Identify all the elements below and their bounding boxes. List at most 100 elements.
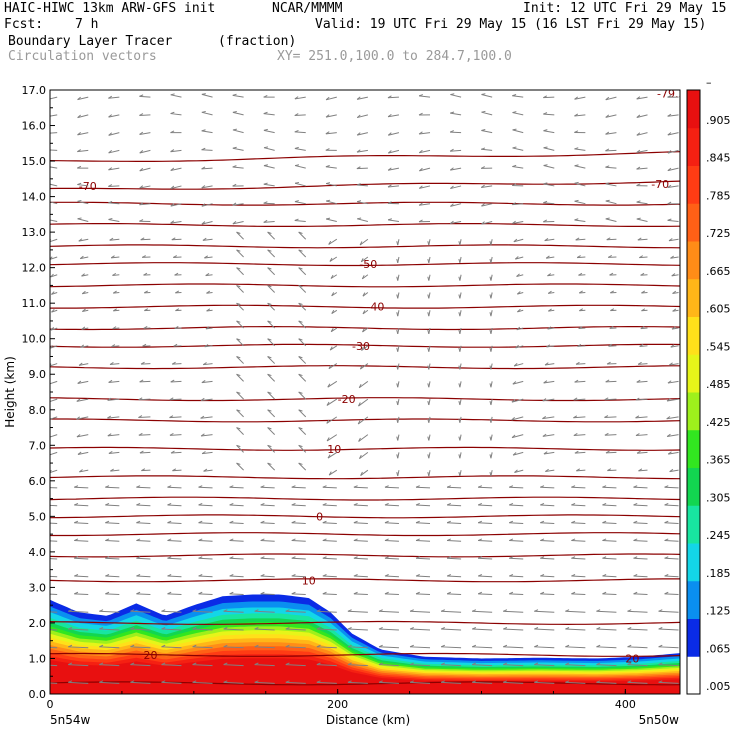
circulation-vector — [50, 398, 58, 403]
circulation-vector-head — [489, 312, 492, 317]
circulation-vector-head — [298, 302, 303, 306]
circulation-vector — [198, 575, 213, 578]
circulation-vector — [130, 646, 151, 649]
circulation-vector — [516, 274, 524, 278]
circulation-vector-head — [74, 502, 79, 506]
circulation-vector — [267, 409, 276, 418]
circulation-vector — [167, 557, 182, 560]
circulation-vector — [450, 167, 462, 171]
circulation-vector — [50, 149, 58, 151]
circulation-vector — [50, 96, 58, 100]
circulation-vector-head — [232, 110, 237, 113]
circulation-vector-head — [328, 471, 332, 476]
circulation-vector — [267, 373, 276, 382]
circulation-vector — [515, 345, 524, 349]
circulation-vector — [229, 557, 244, 560]
circulation-vector — [328, 469, 338, 476]
circulation-vector — [542, 398, 555, 402]
circulation-vector-head — [99, 609, 104, 612]
circulation-vector-head — [640, 326, 645, 330]
circulation-vector — [205, 274, 213, 277]
circulation-vector — [667, 219, 679, 222]
circulation-vector-head — [108, 167, 113, 171]
circulation-vector — [410, 681, 431, 684]
circulation-vector-head — [236, 391, 241, 394]
circulation-vector-head — [458, 400, 461, 406]
circulation-vector — [77, 132, 89, 136]
circulation-vector — [229, 522, 244, 524]
circulation-vector — [77, 218, 89, 222]
circulation-vector — [108, 132, 120, 136]
circulation-vector-head — [201, 203, 206, 207]
circulation-vector-head — [130, 680, 135, 683]
circulation-vector-head — [517, 308, 521, 313]
circulation-vector-head — [198, 520, 203, 524]
y-tick-label: 4.0 — [29, 546, 47, 559]
circulation-vector-head — [449, 167, 454, 171]
circulation-vector — [77, 114, 89, 119]
circulation-vector-head — [548, 308, 552, 312]
circulation-vector-head — [68, 662, 73, 666]
circulation-vector — [327, 451, 338, 459]
circulation-vector — [229, 486, 244, 489]
circulation-vector — [472, 664, 493, 667]
circulation-vector — [503, 628, 524, 631]
circulation-vector-head — [316, 680, 321, 683]
circulation-vector-head — [440, 609, 445, 612]
circulation-vector-head — [325, 114, 330, 118]
circulation-vector-head — [638, 468, 643, 472]
circulation-vector-head — [576, 468, 581, 472]
circulation-vector — [267, 338, 276, 347]
circulation-vector-head — [68, 680, 73, 683]
circulation-vector-head — [578, 272, 583, 276]
circulation-vector — [232, 111, 244, 116]
circulation-vector — [192, 681, 213, 684]
circulation-vector — [633, 540, 648, 542]
circulation-vector-head — [489, 347, 492, 352]
circulation-vector-head — [77, 217, 82, 220]
circulation-vector-head — [267, 338, 272, 341]
circulation-vector — [378, 646, 399, 649]
colorbar-swatch — [687, 90, 700, 129]
circulation-vector-head — [236, 444, 241, 448]
circulation-vector — [513, 238, 524, 243]
circulation-vector-head — [81, 273, 85, 277]
circulation-vector — [356, 201, 368, 205]
circulation-vector-head — [480, 166, 485, 169]
circulation-vector-head — [477, 485, 483, 488]
circulation-vector — [512, 451, 524, 456]
circulation-vector — [291, 575, 306, 578]
y-tick-label: 14.0 — [22, 191, 47, 204]
circulation-vector-head — [46, 435, 49, 438]
circulation-vector — [358, 380, 369, 389]
circulation-vector-head — [298, 427, 303, 430]
circulation-vector — [540, 557, 555, 560]
circulation-vector-head — [658, 627, 663, 630]
circulation-vector — [602, 522, 617, 524]
circulation-vector-head — [141, 255, 146, 258]
circulation-vector-head — [205, 326, 210, 330]
circulation-vector-head — [418, 185, 423, 189]
circulation-vector-head — [298, 462, 303, 465]
circulation-vector-head — [509, 574, 514, 577]
circulation-vector-head — [236, 462, 241, 465]
circulation-vector-head — [232, 183, 237, 187]
circulation-vector-head — [260, 520, 265, 524]
circulation-vector — [108, 202, 120, 205]
circulation-vector — [481, 111, 493, 116]
circulation-vector-head — [358, 402, 361, 407]
circulation-vector — [633, 593, 648, 596]
circulation-vector-head — [68, 644, 73, 648]
circulation-vector — [347, 681, 368, 684]
circulation-vector-head — [636, 114, 641, 118]
circulation-vector — [325, 218, 337, 222]
circulation-vector-head — [229, 574, 234, 577]
isotherm-line — [50, 475, 680, 480]
circulation-vector-head — [143, 326, 148, 329]
circulation-vector-head — [43, 503, 47, 505]
circulation-vector-head — [637, 361, 642, 365]
circulation-vector-head — [77, 380, 82, 384]
circulation-vector-head — [108, 114, 113, 118]
circulation-vector-head — [161, 680, 166, 683]
circulation-vector-head — [409, 662, 414, 666]
